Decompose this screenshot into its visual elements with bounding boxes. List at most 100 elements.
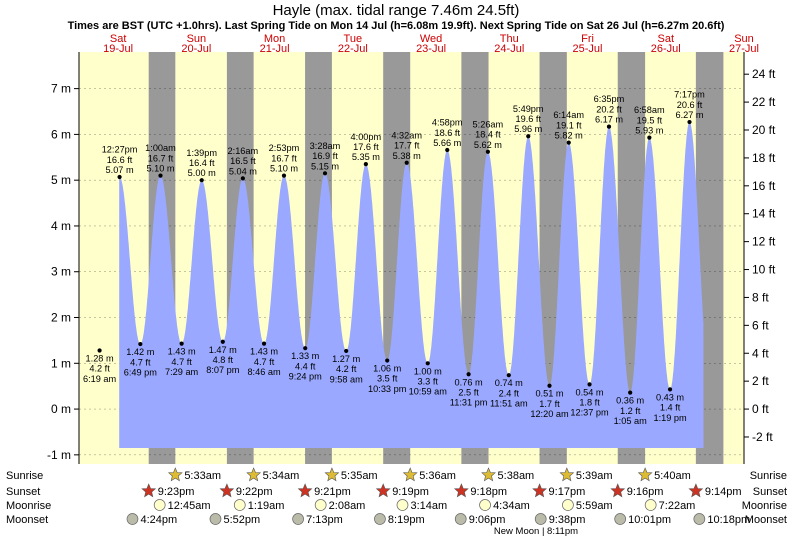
tide-point — [628, 390, 633, 395]
moonrise-icon — [644, 499, 657, 511]
low-tide-label: 0.54 m — [575, 387, 603, 397]
right-tick-label: 0 ft — [752, 402, 769, 416]
high-tide-label: 5.07 m — [106, 165, 134, 175]
low-tide-label: 1.33 m — [291, 351, 319, 361]
day-name-label: Wed — [420, 33, 442, 45]
tide-point — [667, 387, 673, 392]
moonrise-row-label-right: Moonrise — [742, 500, 787, 512]
high-tide-label: 1:39pm — [186, 148, 217, 158]
low-tide-label: 11:51 am — [490, 399, 528, 409]
right-tick-label: 2 ft — [752, 374, 769, 388]
moonrise-time: 5:59am — [576, 500, 613, 512]
low-tide-label: 1.43 m — [168, 347, 196, 357]
high-tide-label: 5.96 m — [514, 124, 542, 134]
high-tide-label: 19.6 ft — [515, 114, 541, 124]
day-date-label: 20-Jul — [181, 43, 211, 55]
high-tide-label: 5.38 m — [393, 151, 421, 161]
high-tide-label: 18.4 ft — [475, 130, 501, 140]
right-tick-label: 6 ft — [752, 318, 769, 332]
tide-point — [506, 373, 511, 378]
sunrise-icon — [324, 467, 340, 482]
sunrise-time: 5:38am — [498, 470, 535, 482]
high-tide-label: 1:00am — [145, 143, 176, 153]
right-tick-label: 16 ft — [752, 179, 776, 193]
almanac: Sunrise Sunrise Sunset Sunset Moonrise Moonri… — [6, 467, 787, 537]
sunset-icon — [453, 483, 469, 498]
tide-point — [220, 339, 225, 344]
sunset-row-label-left: Sunset — [6, 486, 40, 498]
left-tick-label: 2 m — [51, 311, 71, 325]
right-tick-label: 20 ft — [752, 123, 776, 137]
high-tide-label: 2:16am — [228, 146, 259, 156]
sunset-icon — [688, 483, 704, 498]
sunset-time: 9:19pm — [392, 486, 429, 498]
high-tide-label: 5.15 m — [311, 161, 339, 171]
low-tide-label: 4.8 ft — [213, 355, 234, 365]
sunrise-time: 5:36am — [419, 470, 456, 482]
tide-point — [363, 162, 368, 167]
high-tide-label: 6.27 m — [675, 110, 703, 120]
low-tide-label: 1.7 ft — [539, 399, 560, 409]
high-tide-label: 5.66 m — [433, 138, 461, 148]
tide-point — [303, 346, 308, 351]
moonset-icon — [126, 513, 139, 525]
day-date-label: 22-Jul — [338, 43, 368, 55]
high-tide-label: 5.04 m — [229, 166, 257, 176]
low-tide-label: 4.4 ft — [295, 361, 316, 371]
low-tide-label: 3.5 ft — [377, 374, 398, 384]
low-tide-label: 1.28 m — [86, 353, 114, 363]
low-tide-label: 4.7 ft — [171, 357, 192, 367]
day-date-label: 26-Jul — [651, 43, 681, 55]
sunset-time: 9:17pm — [549, 486, 586, 498]
moonrise-row-label-left: Moonrise — [6, 500, 51, 512]
moonrise-time: 4:34am — [493, 500, 530, 512]
day-name-label: Sat — [110, 33, 127, 45]
chart-title: Hayle (max. tidal range 7.46m 24.5ft) — [273, 2, 520, 19]
sunset-time: 9:18pm — [470, 486, 507, 498]
low-tide-label: 0.36 m — [616, 396, 644, 406]
low-tide-label: 0.76 m — [455, 377, 483, 387]
high-tide-label: 4:58pm — [432, 118, 463, 128]
moonset-time: 7:13pm — [306, 514, 343, 526]
sunrise-icon — [167, 467, 183, 482]
moonset-time: 4:24pm — [140, 514, 177, 526]
tide-point — [425, 361, 430, 366]
moonrise-icon — [233, 499, 246, 511]
sunset-time: 9:14pm — [705, 486, 742, 498]
sunrise-time: 5:40am — [654, 470, 691, 482]
moonrise-icon — [562, 499, 574, 511]
left-tick-label: 4 m — [51, 219, 71, 233]
low-tide-label: 2.5 ft — [458, 387, 479, 397]
low-tide-label: 7:29 am — [165, 367, 199, 377]
low-tide-label: 12:20 am — [530, 409, 569, 419]
high-tide-label: 7:17pm — [674, 90, 705, 100]
low-tide-label: 8:46 am — [247, 367, 281, 377]
low-tide-label: 10:59 am — [409, 387, 448, 397]
left-tick-label: -1 m — [47, 448, 71, 462]
tide-point — [179, 341, 184, 346]
high-tide-label: 16.4 ft — [189, 158, 215, 168]
day-labels: Sat19-JulSun20-JulMon21-JulTue22-JulWed2… — [103, 33, 759, 55]
tide-point — [199, 178, 204, 183]
day-name-label: Sat — [658, 33, 675, 45]
sunset-icon — [141, 483, 157, 498]
high-tide-label: 17.7 ft — [394, 141, 420, 151]
moonset-icon — [374, 513, 386, 525]
left-tick-label: 3 m — [51, 265, 71, 279]
high-tide-label: 19.1 ft — [556, 120, 582, 130]
tide-point — [566, 140, 571, 145]
right-tick-label: 10 ft — [752, 263, 776, 277]
low-tide-label: 1.2 ft — [620, 406, 641, 416]
sunset-icon — [219, 483, 235, 498]
high-tide-label: 16.7 ft — [271, 153, 297, 163]
low-tide-label: 1.47 m — [209, 345, 237, 355]
high-tide-label: 12:27pm — [102, 145, 138, 155]
low-tide-label: 4.7 ft — [254, 357, 275, 367]
sunrise-time: 5:39am — [576, 470, 613, 482]
right-tick-label: 8 ft — [752, 290, 769, 304]
tide-point — [547, 383, 552, 388]
low-tide-label: 1.8 ft — [579, 398, 600, 408]
tide-point — [647, 135, 652, 140]
